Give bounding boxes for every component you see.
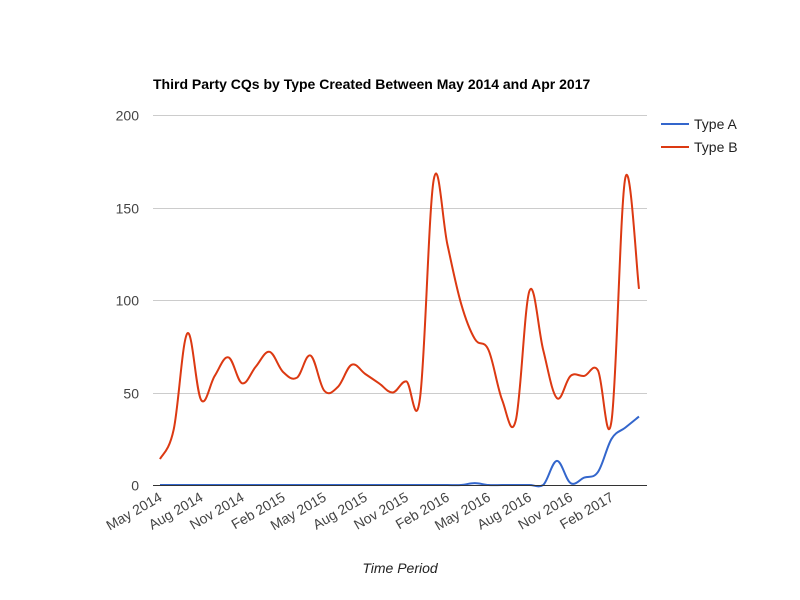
y-tick-label: 0 (131, 478, 139, 494)
legend: Type A Type B (661, 112, 738, 158)
series-lines (159, 172, 640, 488)
legend-item-type-a[interactable]: Type A (661, 112, 738, 135)
y-tick-label: 50 (123, 386, 139, 402)
gridlines (153, 115, 647, 394)
legend-label-type-b: Type B (694, 138, 738, 155)
legend-swatch-type-b (661, 145, 689, 148)
series-line-type-a[interactable] (160, 415, 640, 488)
legend-label-type-a: Type A (694, 115, 737, 132)
y-tick-label: 100 (116, 293, 140, 309)
y-tick-label: 200 (116, 108, 140, 124)
legend-item-type-b[interactable]: Type B (661, 135, 738, 158)
series-line-type-b[interactable] (159, 172, 640, 460)
legend-swatch-type-a (661, 122, 689, 125)
chart-title: Third Party CQs by Type Created Between … (153, 76, 591, 92)
x-axis-label: Time Period (362, 560, 438, 576)
y-tick-label: 150 (116, 201, 140, 217)
y-axis-ticks: 0 50 100 150 200 (116, 108, 140, 494)
